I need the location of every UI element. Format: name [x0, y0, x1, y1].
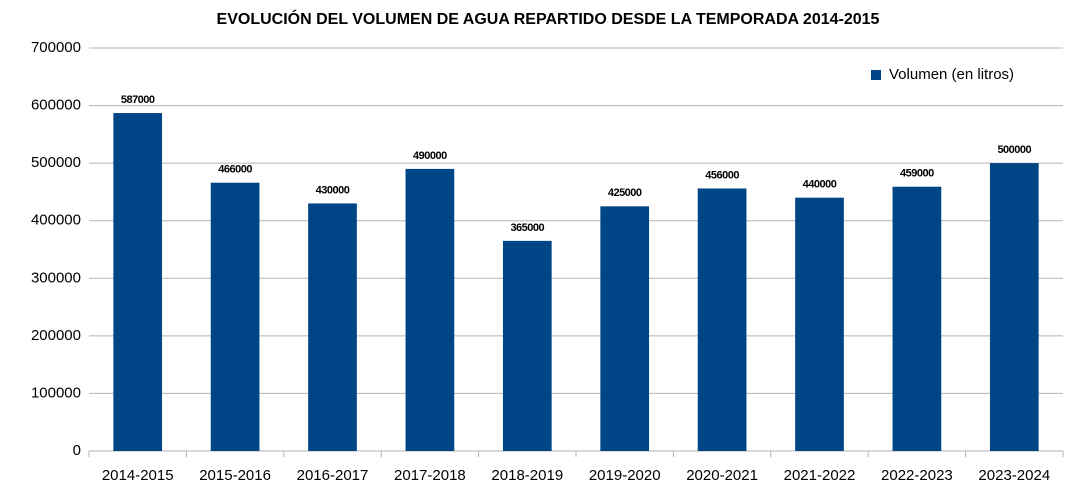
- bar: [308, 203, 357, 451]
- data-label: 440000: [803, 179, 837, 191]
- legend-label: Volumen (en litros): [889, 66, 1014, 83]
- x-tick-label: 2015-2016: [199, 467, 271, 484]
- bar: [892, 186, 942, 452]
- x-tick-label: 2014-2015: [102, 467, 174, 484]
- y-tick-label: 200000: [31, 327, 81, 344]
- data-label: 365000: [510, 222, 544, 234]
- y-tick-label: 500000: [31, 154, 81, 171]
- y-tick-label: 700000: [31, 39, 81, 56]
- x-tick-label: 2023-2024: [978, 467, 1050, 484]
- bar: [795, 197, 844, 451]
- bar: [697, 188, 747, 451]
- data-label: 430000: [316, 184, 350, 196]
- x-tick-label: 2022-2023: [881, 467, 953, 484]
- y-tick-label: 0: [73, 442, 81, 459]
- bar: [989, 163, 1039, 451]
- x-tick-label: 2018-2019: [491, 467, 563, 484]
- x-tick-label: 2017-2018: [394, 467, 466, 484]
- data-label: 466000: [218, 164, 252, 176]
- bar: [502, 240, 552, 451]
- y-tick-label: 600000: [31, 97, 81, 114]
- x-tick-label: 2021-2022: [784, 467, 856, 484]
- data-label: 425000: [608, 187, 642, 199]
- data-label: 459000: [900, 168, 934, 180]
- x-tick-label: 2019-2020: [589, 467, 661, 484]
- y-tick-label: 300000: [31, 269, 81, 286]
- bar: [210, 182, 260, 451]
- data-label: 500000: [997, 144, 1031, 156]
- data-label: 490000: [413, 150, 447, 162]
- x-tick-label: 2016-2017: [297, 467, 369, 484]
- x-tick-label: 2020-2021: [686, 467, 758, 484]
- data-label: 456000: [705, 169, 739, 181]
- chart-title: EVOLUCIÓN DEL VOLUMEN DE AGUA REPARTIDO …: [217, 9, 880, 28]
- legend-swatch: [871, 70, 881, 80]
- y-tick-label: 400000: [31, 212, 81, 229]
- bar: [405, 168, 455, 451]
- bar: [600, 206, 650, 451]
- data-label: 587000: [121, 94, 155, 106]
- bar: [113, 113, 163, 451]
- y-tick-label: 100000: [31, 384, 81, 401]
